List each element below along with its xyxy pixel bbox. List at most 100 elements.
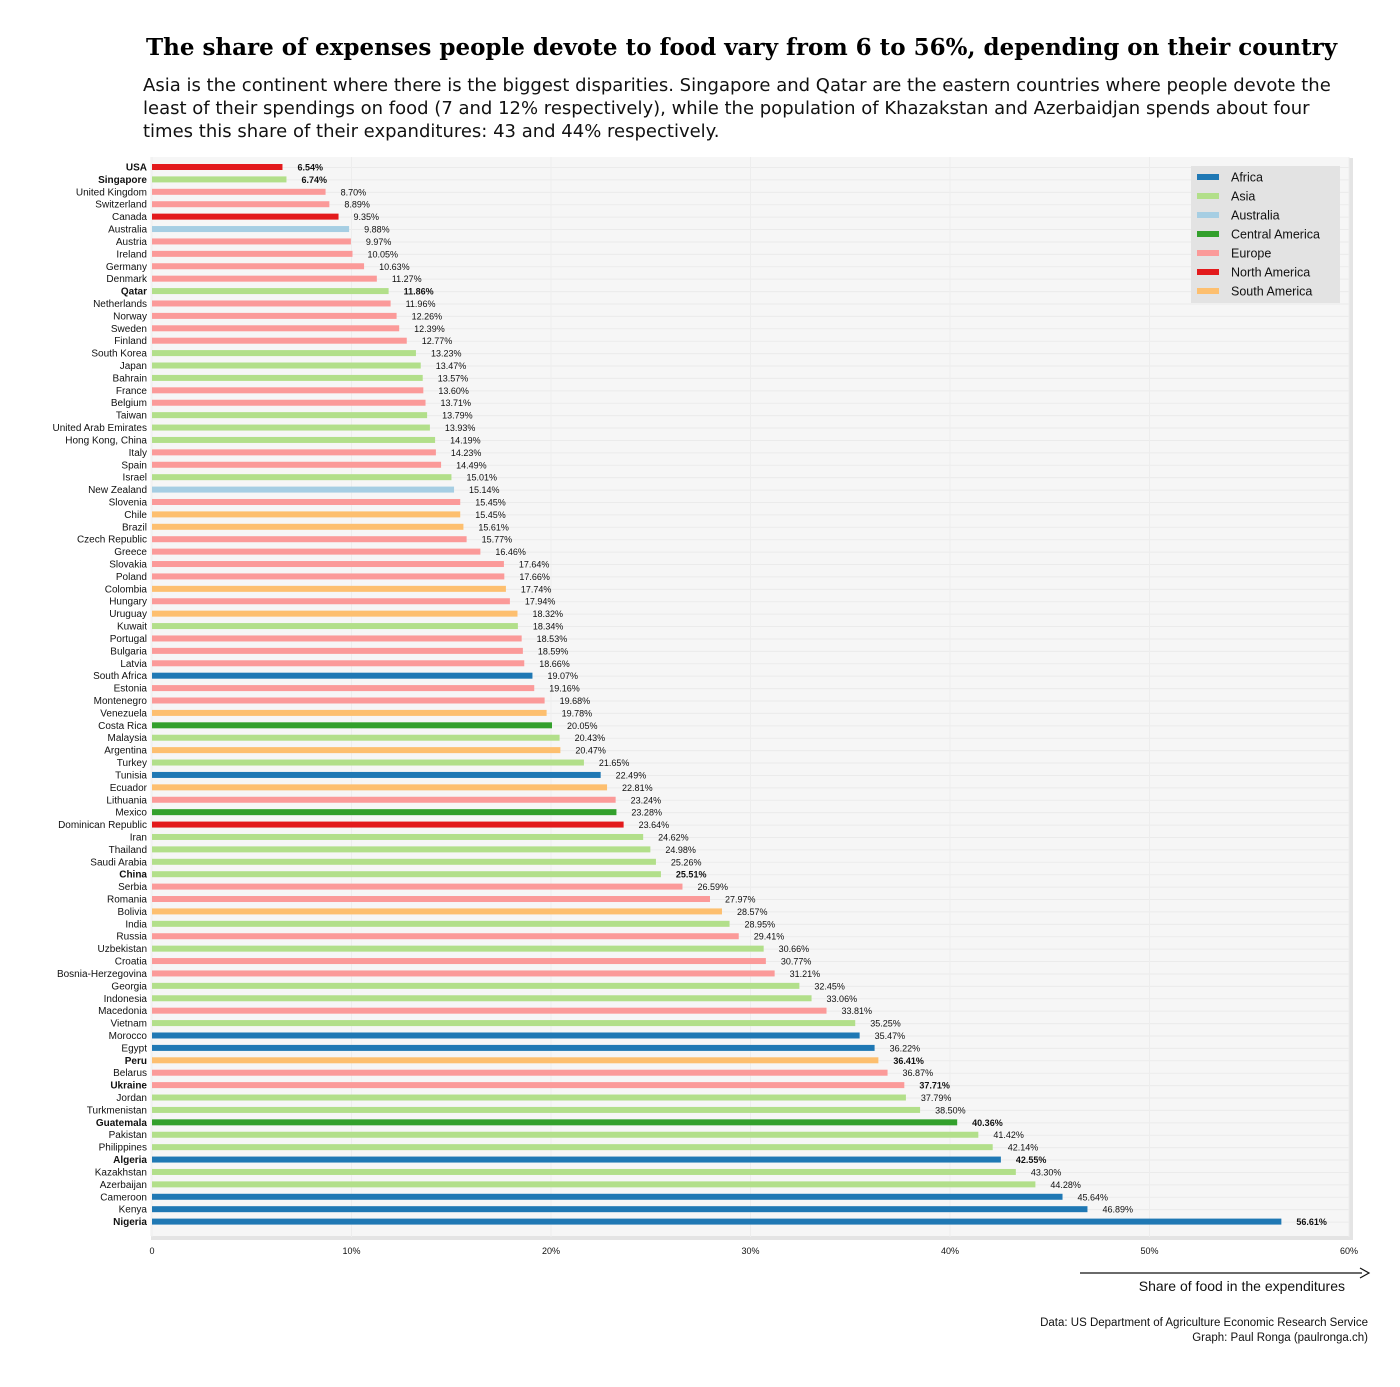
- bar: [152, 647, 523, 654]
- category-label: South Africa: [93, 671, 147, 682]
- value-label: 42.55%: [1016, 1155, 1047, 1165]
- category-label: Israel: [123, 473, 147, 484]
- category-label: New Zealand: [88, 485, 147, 496]
- value-label: 11.86%: [404, 287, 434, 297]
- bar: [152, 573, 505, 580]
- value-label: 35.47%: [875, 1031, 906, 1041]
- bar: [152, 548, 481, 555]
- value-label: 23.24%: [631, 795, 662, 805]
- bar: [152, 709, 547, 716]
- x-axis-title: Share of food in the expenditures: [1139, 1278, 1345, 1294]
- value-label: 6.54%: [297, 163, 323, 173]
- value-label: 30.66%: [779, 944, 810, 954]
- value-label: 30.77%: [781, 957, 812, 967]
- bar: [152, 1181, 1036, 1188]
- legend: Africa Asia Australia Central America Europe…: [1191, 166, 1340, 303]
- bar: [152, 474, 452, 481]
- value-label: 21.65%: [599, 758, 630, 768]
- category-label: Netherlands: [93, 299, 147, 310]
- bar: [152, 350, 416, 357]
- x-axis: 0 10% 20% 30% 40% 50% 60%: [149, 1246, 1358, 1256]
- category-label: Cameroon: [100, 1192, 147, 1203]
- legend-swatch: [1197, 231, 1219, 237]
- bar: [152, 213, 339, 220]
- bar: [152, 1168, 1016, 1175]
- value-label: 41.42%: [993, 1130, 1024, 1140]
- bar: [152, 188, 326, 195]
- value-label: 26.59%: [697, 882, 728, 892]
- bar: [152, 809, 617, 816]
- bar: [152, 498, 461, 505]
- category-label: Taiwan: [116, 411, 147, 422]
- legend-label: Asia: [1231, 190, 1255, 204]
- category-label: Malaysia: [108, 733, 148, 744]
- category-label: Bulgaria: [110, 646, 147, 657]
- legend-label: Europe: [1231, 247, 1271, 261]
- value-label: 17.64%: [519, 560, 550, 570]
- x-tick-label: 20%: [542, 1246, 560, 1256]
- value-label: 12.26%: [412, 311, 443, 321]
- legend-swatch: [1197, 250, 1219, 256]
- category-label: Chile: [124, 510, 147, 521]
- category-label: Italy: [129, 448, 147, 459]
- category-label: Argentina: [104, 746, 147, 757]
- bar: [152, 908, 722, 915]
- value-label: 38.50%: [935, 1105, 966, 1115]
- value-label: 27.97%: [725, 895, 756, 905]
- category-label: Japan: [120, 361, 147, 372]
- category-label: Spain: [121, 460, 147, 471]
- x-tick-label: 50%: [1140, 1246, 1158, 1256]
- value-label: 25.51%: [676, 870, 707, 880]
- value-label: 32.45%: [814, 981, 845, 991]
- category-label: Czech Republic: [77, 535, 147, 546]
- bar: [152, 933, 739, 940]
- bar: [152, 759, 584, 766]
- value-label: 37.79%: [921, 1093, 952, 1103]
- value-label: 37.71%: [919, 1081, 950, 1091]
- category-label: United Kingdom: [76, 187, 147, 198]
- value-label: 44.28%: [1050, 1180, 1081, 1190]
- value-label: 24.98%: [665, 845, 696, 855]
- legend-swatch: [1197, 288, 1219, 294]
- category-label: Norway: [113, 311, 147, 322]
- value-label: 18.53%: [537, 634, 568, 644]
- bar: [152, 995, 812, 1002]
- value-label: 11.27%: [392, 274, 422, 284]
- value-label: 33.81%: [842, 1006, 873, 1016]
- category-label: Guatemala: [96, 1118, 148, 1129]
- legend-label: Africa: [1231, 171, 1263, 185]
- value-label: 20.05%: [567, 721, 598, 731]
- category-label: Canada: [112, 212, 147, 223]
- category-label: Azerbaijan: [100, 1180, 147, 1191]
- bar: [152, 1057, 879, 1064]
- bar: [152, 1106, 921, 1113]
- category-label: Singapore: [98, 175, 147, 186]
- category-label: Slovakia: [109, 560, 147, 571]
- bar: [152, 337, 407, 344]
- value-label: 36.41%: [893, 1056, 924, 1066]
- category-label: Greece: [114, 547, 147, 558]
- bar: [152, 982, 800, 989]
- category-label: Dominican Republic: [58, 820, 147, 831]
- value-label: 20.43%: [575, 733, 606, 743]
- value-label: 19.07%: [547, 671, 578, 681]
- category-label: Montenegro: [94, 696, 148, 707]
- category-label: Ireland: [116, 249, 147, 260]
- bar: [152, 561, 504, 568]
- value-label: 19.68%: [560, 696, 591, 706]
- bar: [152, 325, 400, 332]
- category-label: Hungary: [109, 597, 147, 608]
- category-label: Finland: [114, 336, 147, 347]
- value-label: 17.66%: [519, 572, 550, 582]
- bar: [152, 685, 535, 692]
- category-label: Peru: [125, 1056, 147, 1067]
- bar: [152, 164, 283, 170]
- category-label: Bolivia: [118, 907, 148, 918]
- value-label: 28.57%: [737, 907, 768, 917]
- bar: [152, 734, 560, 741]
- value-label: 13.71%: [441, 398, 472, 408]
- value-label: 6.74%: [301, 175, 327, 185]
- value-label: 9.97%: [366, 237, 392, 247]
- bar: [152, 523, 464, 530]
- value-label: 15.45%: [475, 510, 506, 520]
